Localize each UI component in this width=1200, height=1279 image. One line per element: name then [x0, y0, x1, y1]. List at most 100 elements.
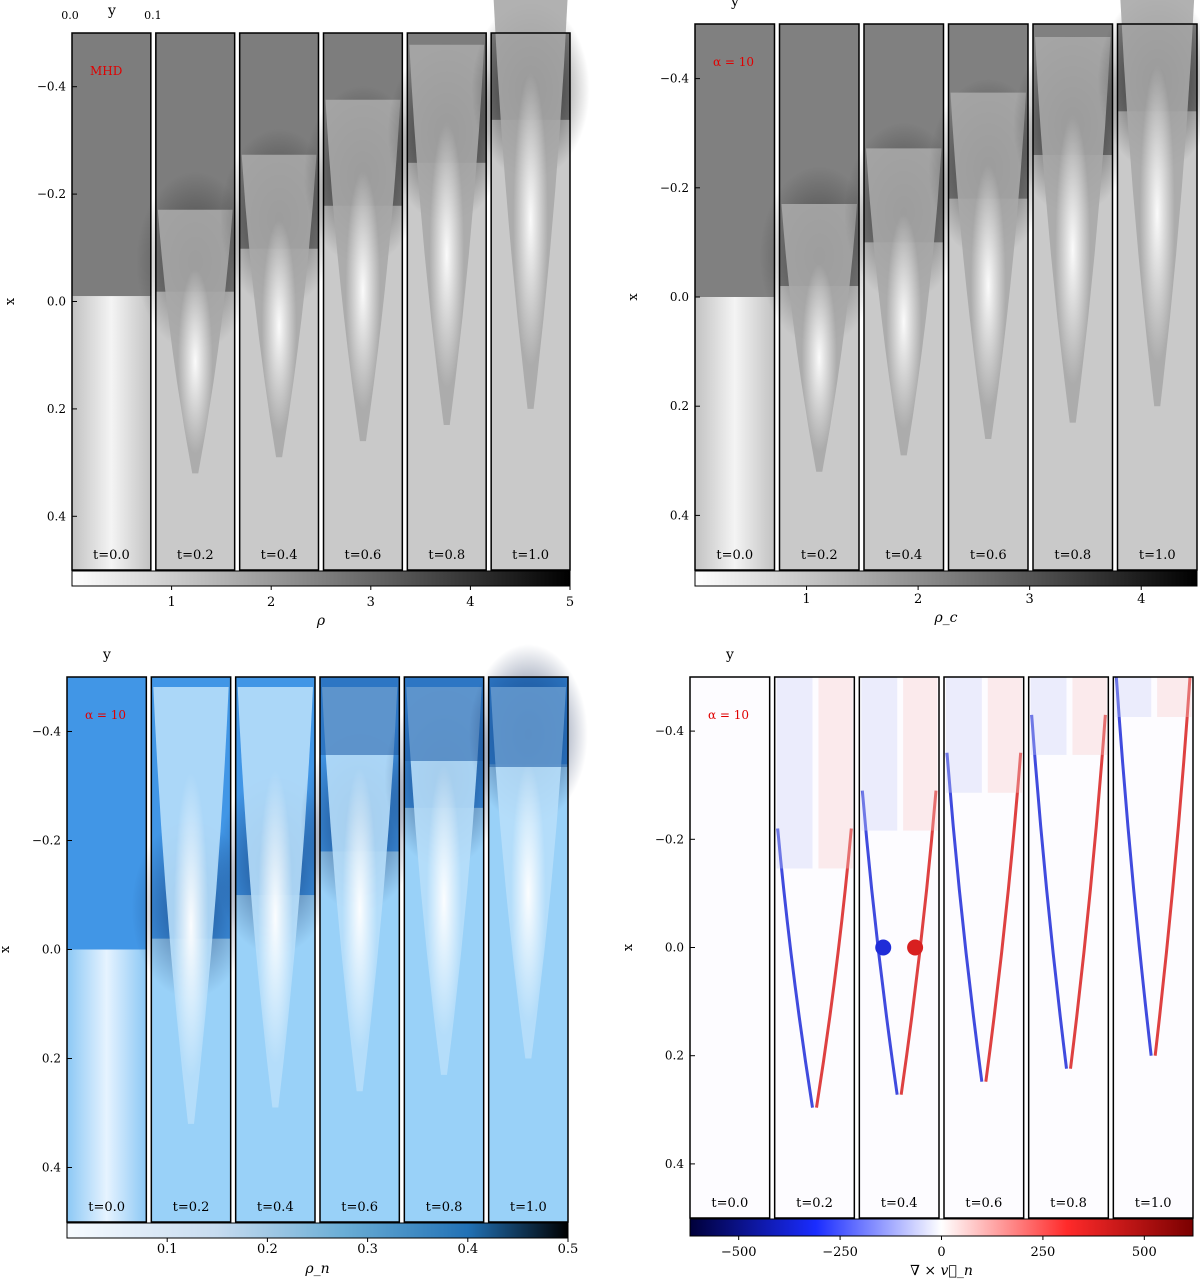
snapshot-4: t=0.8 [1027, 676, 1110, 1219]
snapshot-frame [1116, 23, 1198, 571]
xaxis-tick-label: 0.0 [47, 295, 66, 309]
jet-column [72, 296, 151, 570]
time-label: t=0.2 [177, 548, 214, 563]
snapshot-frame [863, 23, 945, 571]
colorbar-gradient [71, 570, 571, 587]
snapshot-bg [690, 677, 770, 1218]
time-label: t=1.0 [510, 1200, 547, 1215]
vorticity-fill-positive [903, 677, 938, 831]
xaxis-tick-label: −0.4 [655, 724, 685, 738]
panel-label: α = 10 [713, 55, 754, 69]
snapshot-1: t=0.2 [131, 676, 251, 1223]
jet-core [801, 264, 837, 452]
colorbar-tick-label: 3 [1026, 592, 1034, 607]
yaxis-label: y [102, 647, 111, 663]
jet-column [695, 297, 775, 570]
snapshot-frame [773, 676, 856, 1219]
xaxis-label: x [621, 943, 636, 951]
snapshot-frame [155, 32, 236, 571]
snapshot-frame [947, 23, 1029, 571]
colorbar-label: ∇ × v⃗_n [910, 1263, 973, 1279]
colorbar-tick-label: 1 [167, 595, 175, 610]
snapshot-frame [319, 676, 401, 1223]
colorbar-tick-label: 0.3 [357, 1242, 378, 1257]
panel-bottom-left: t=0.0 t=0.2 t=0.4 t=0.6 t=0.8 t=1.0 α = 10 y x −0… [0, 644, 588, 1277]
snapshot-3: t=0.6 [928, 23, 1048, 571]
colorbar-tick-label: 3 [367, 595, 375, 610]
jet-column [67, 949, 147, 1222]
snapshot-frame [322, 32, 404, 571]
snapshot-frame [238, 32, 320, 571]
snapshot-5: t=1.0 [1097, 0, 1200, 571]
time-label: t=0.6 [345, 548, 382, 563]
vorticity-edge-negative [776, 828, 814, 1108]
colorbar-tick-label: 2 [914, 592, 922, 607]
yaxis-tick: 0.0 [61, 9, 79, 22]
time-label: t=1.0 [1139, 548, 1176, 563]
colorbar-tick-label: 500 [1132, 1245, 1157, 1260]
snapshot-frame [778, 23, 860, 571]
time-label: t=0.4 [885, 548, 922, 563]
jet-core [345, 170, 381, 410]
vorticity-edge-negative [945, 752, 984, 1082]
snapshot-bg [1028, 677, 1109, 1218]
colorbar-label: ρ_c [933, 610, 957, 626]
jet-core [513, 72, 548, 367]
time-label: t=0.6 [970, 548, 1007, 563]
vorticity-fill-negative [776, 677, 813, 869]
xaxis-tick-label: 0.0 [670, 290, 689, 304]
colorbar-tick-label: 0.4 [457, 1242, 478, 1257]
jet-core [342, 767, 378, 1051]
yaxis-tick: 0.1 [144, 9, 162, 22]
colorbar: −500 −250 0 250 500 ∇ × v⃗_n [689, 1218, 1194, 1279]
snapshot-frame [150, 676, 232, 1223]
snapshot-frame [234, 676, 316, 1223]
vorticity-edge-positive [815, 828, 853, 1108]
panel-bottom-right: t=0.0 t=0.2 t=0.4 t=0.6 t=0.8 t=1.0 α = 10 y x −0… [621, 647, 1194, 1279]
snapshot-bg [1113, 677, 1193, 1218]
colorbar: 1 2 3 4 5 ρ [71, 570, 574, 629]
time-label: t=0.4 [261, 548, 298, 563]
jet-core [426, 765, 462, 1037]
time-label: t=0.0 [88, 1200, 125, 1215]
jet-core [177, 269, 213, 454]
snapshot-2: t=0.4 [215, 676, 335, 1223]
jet-core [1055, 114, 1091, 385]
jet-core [886, 214, 922, 430]
snapshot-3: t=0.6 [943, 676, 1025, 1219]
jet-core [173, 772, 209, 1079]
xaxis-tick-label: 0.0 [665, 941, 684, 955]
vorticity-fill-negative [946, 677, 982, 793]
time-label: t=0.6 [965, 1196, 1002, 1211]
snapshot-2: t=0.4 [844, 23, 964, 571]
snapshot-frame [1027, 676, 1110, 1219]
colorbar-tick-label: 0.2 [257, 1242, 278, 1257]
time-label: t=0.8 [428, 548, 465, 563]
colorbar-label: ρ_n [304, 1261, 329, 1277]
time-label: t=1.0 [512, 548, 549, 563]
colorbar-gradient [694, 570, 1198, 587]
vorticity-fill-positive [818, 677, 853, 869]
snapshot-5: t=1.0 [1112, 676, 1194, 1219]
xaxis-tick-label: −0.4 [660, 72, 690, 86]
xaxis-tick-label: 0.4 [670, 508, 689, 522]
vorticity-fill-negative [861, 677, 898, 831]
time-label: t=0.8 [426, 1200, 463, 1215]
colorbar-gradient [689, 1218, 1194, 1237]
vorticity-edge-negative [1114, 676, 1153, 1056]
colorbar-tick-label: 4 [1137, 592, 1145, 607]
vorticity-edge-negative [1030, 714, 1068, 1069]
colorbar-tick-label: 0.5 [558, 1242, 579, 1257]
xaxis-label: x [626, 293, 641, 301]
xaxis-tick-label: 0.2 [670, 399, 689, 413]
colorbar-tick-label: −500 [721, 1245, 757, 1260]
vorticity-fill-positive [1072, 677, 1107, 755]
time-label: t=0.2 [173, 1200, 210, 1215]
jet-core [1139, 65, 1175, 363]
panel-top-right: t=0.0 t=0.2 t=0.4 t=0.6 t=0.8 t=1.0 α = 10 y x −0… [626, 0, 1200, 626]
xaxis-tick-label: −0.4 [32, 725, 62, 739]
snapshot-0: t=0.0 [66, 676, 148, 1223]
snapshot-bg [859, 677, 939, 1218]
